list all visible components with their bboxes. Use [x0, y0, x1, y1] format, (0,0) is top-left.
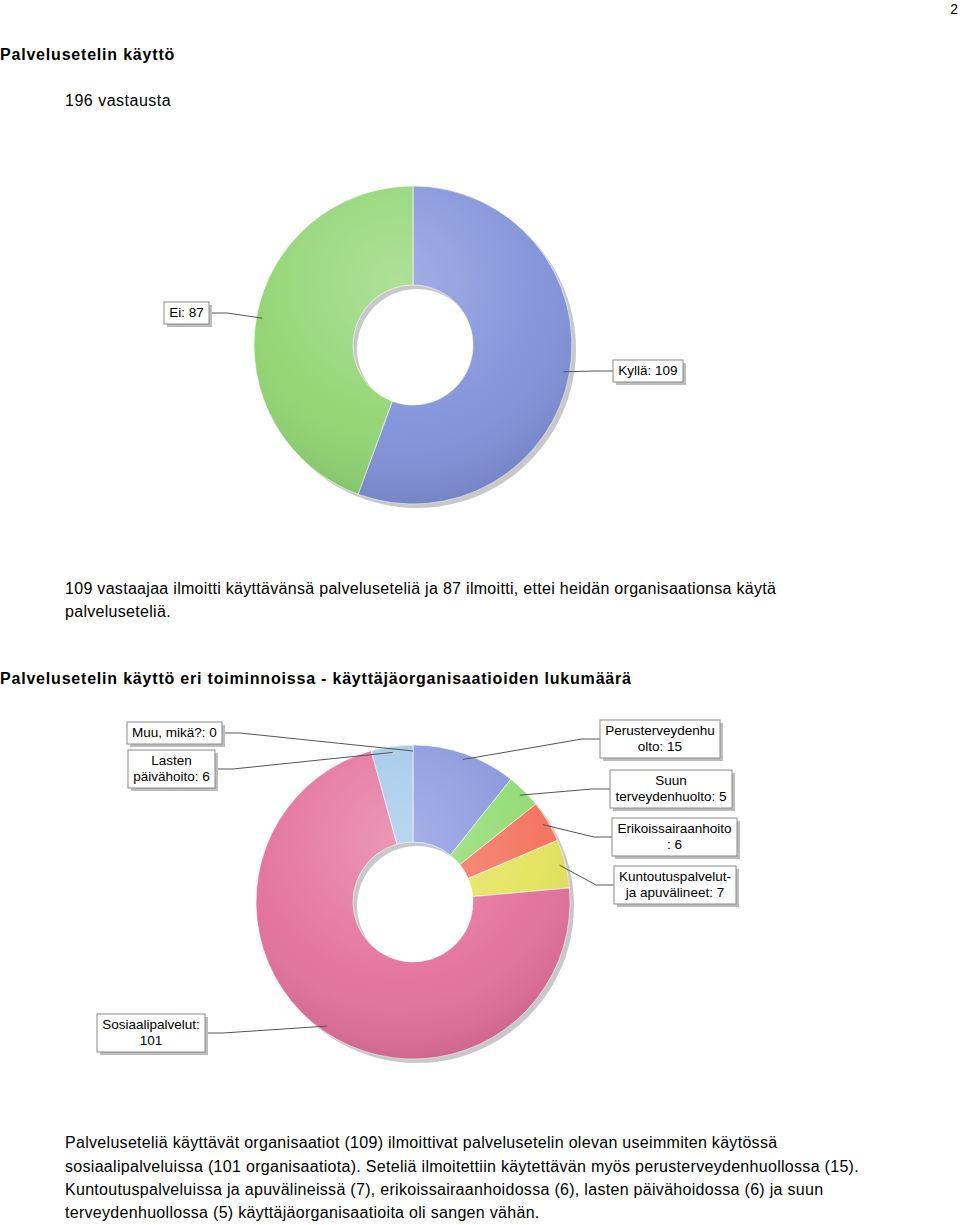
paragraph-line: Palveluseteliä käyttävät organisaatiot (… — [65, 1134, 777, 1151]
label-line: ja apuvälineet: 7 — [625, 885, 724, 900]
label-connector — [559, 865, 614, 885]
label-line: Suun — [655, 773, 687, 788]
slice-label: Ei: 87 — [164, 302, 262, 327]
label-line: Lasten — [151, 753, 192, 768]
label-connector — [205, 1026, 327, 1033]
donut-gloss — [254, 186, 572, 504]
paragraph-line: 109 vastaajaa ilmoitti käyttävänsä palve… — [65, 580, 776, 597]
slice-label: Kyllä: 109 — [564, 360, 686, 385]
slice-label: Lastenpäivähoito: 6 — [128, 750, 393, 791]
slice-label: Muu, mikä?: 0 — [127, 722, 413, 751]
label-line: terveydenhuolto: 5 — [615, 789, 726, 804]
label-text: Perusterveydenhuolto: 15 — [605, 723, 715, 754]
chart-subtitle: 196 vastausta — [65, 92, 171, 109]
label-line: Kyllä: 109 — [618, 363, 677, 378]
slice-label: Suunterveydenhuolto: 5 — [520, 770, 735, 811]
label-text: Sosiaalipalvelut:101 — [102, 1017, 200, 1048]
label-text: Erikoissairaanhoito: 6 — [617, 821, 731, 852]
label-line: Sosiaalipalvelut: — [102, 1017, 200, 1032]
label-line: päivähoito: 6 — [133, 769, 210, 784]
label-line: olto: 15 — [638, 739, 682, 754]
label-connector — [209, 313, 262, 318]
label-box — [612, 818, 737, 856]
label-line: : 6 — [667, 837, 682, 852]
label-text: Kyllä: 109 — [618, 363, 677, 378]
chart-title: Palvelusetelin käyttö — [0, 46, 175, 63]
label-box — [613, 360, 683, 382]
label-box — [600, 720, 720, 758]
label-connector — [520, 789, 610, 795]
label-line: Ei: 87 — [169, 305, 204, 320]
slice-label: Kuntoutuspalvelut-ja apuvälineet: 7 — [559, 865, 739, 907]
label-text: Lastenpäivähoito: 6 — [133, 753, 210, 784]
paragraph-line: terveydenhuollossa (5) käyttäjäorganisaa… — [65, 1204, 540, 1221]
slice-label: Perusterveydenhuolto: 15 — [463, 720, 723, 761]
label-connector — [564, 371, 613, 373]
label-line: Erikoissairaanhoito — [617, 821, 731, 836]
label-text: Muu, mikä?: 0 — [132, 725, 217, 740]
label-line: Kuntoutuspalvelut- — [619, 869, 731, 884]
donut-chart — [256, 745, 574, 1063]
label-box — [614, 866, 736, 904]
page-number: 2 — [950, 1, 958, 17]
label-connector — [463, 739, 600, 760]
paragraph-line: palveluseteliä. — [65, 603, 171, 620]
label-connector — [215, 752, 393, 769]
label-connector — [543, 825, 612, 837]
label-box — [127, 722, 222, 744]
label-line: 101 — [140, 1033, 163, 1048]
label-line: Muu, mikä?: 0 — [132, 725, 217, 740]
donut-slice — [254, 186, 413, 494]
slice-label: Sosiaalipalvelut:101 — [97, 1014, 327, 1055]
label-text: Suunterveydenhuolto: 5 — [615, 773, 726, 804]
label-connector — [222, 733, 413, 751]
label-box — [164, 302, 209, 324]
donut-slice — [468, 840, 569, 896]
slice-label: Erikoissairaanhoito: 6 — [543, 818, 740, 859]
donut-gloss — [256, 745, 570, 1059]
label-box — [610, 770, 732, 808]
donut-slice — [371, 745, 413, 844]
label-text: Ei: 87 — [169, 305, 204, 320]
label-box — [97, 1014, 205, 1052]
label-box — [128, 750, 215, 788]
paragraph-line: Kuntoutuspalveluissa ja apuvälineissä (7… — [65, 1181, 823, 1198]
label-line: Perusterveydenhu — [605, 723, 715, 738]
donut-chart — [254, 186, 576, 508]
paragraph-line: sosiaalipalveluissa (101 organisaatiota)… — [65, 1158, 859, 1175]
page: 2 Palvelusetelin käyttö 196 vastausta Kyllä… — [0, 0, 960, 1225]
label-text: Kuntoutuspalvelut-ja apuvälineet: 7 — [619, 869, 731, 900]
chart-title: Palvelusetelin käyttö eri toiminnoissa -… — [0, 670, 632, 687]
